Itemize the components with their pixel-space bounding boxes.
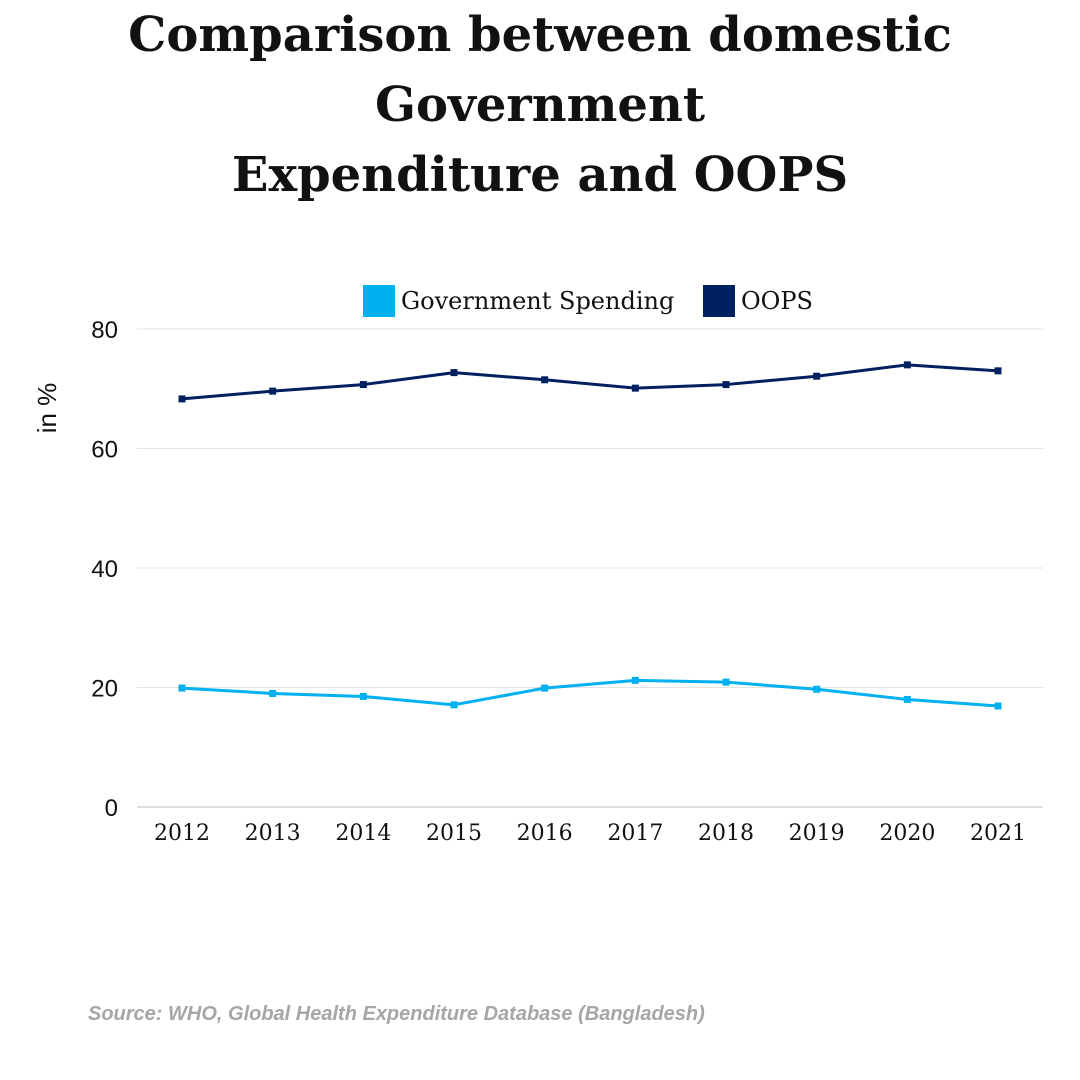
data-point [994,367,1002,375]
gridlines [137,328,1043,808]
data-point [541,684,549,692]
data-point [178,395,186,403]
page-title: Comparison between domestic Government E… [0,0,1080,210]
data-point [541,376,549,384]
data-point [359,381,367,389]
series-line [181,678,999,708]
legend-label: Government Spending [401,287,674,315]
series-oops [178,361,1002,403]
x-tick-label: 2021 [970,821,1026,846]
data-point [450,701,458,709]
legend: Government Spending OOPS [363,285,813,317]
x-axis-ticks: 2012 2013 2014 2015 2016 2017 2018 2019 2020 2021 [154,821,1026,846]
data-point [178,684,186,692]
x-tick-label: 2013 [245,821,301,846]
data-point [903,361,911,369]
data-point [813,685,821,693]
y-tick-label: 20 [91,676,118,703]
data-point [722,678,730,686]
source-note: Source: WHO, Global Health Expenditure D… [88,1003,705,1025]
x-tick-label: 2020 [879,821,935,846]
data-point [269,689,277,697]
data-point [722,381,730,389]
data-point [359,692,367,700]
y-tick-label: 60 [91,437,118,464]
data-point [903,695,911,703]
y-tick-label: 80 [91,317,118,344]
x-tick-label: 2016 [517,821,573,846]
title-line-1: Comparison between domestic Government [128,7,952,133]
x-tick-label: 2017 [607,821,663,846]
data-point [631,676,639,684]
series-government-spending [178,676,1002,710]
data-point [631,384,639,392]
series-group [178,361,1002,710]
data-point [994,702,1002,710]
y-axis-label: in % [32,383,62,434]
legend-label: OOPS [741,287,813,315]
data-point [269,387,277,395]
data-point [813,372,821,380]
data-point [450,369,458,377]
y-tick-label: 40 [91,556,118,583]
x-tick-label: 2014 [335,821,391,846]
y-tick-label: 0 [105,795,118,822]
title-line-2: Expenditure and OOPS [231,147,849,203]
series-line [181,363,999,401]
legend-swatch [703,285,735,317]
x-tick-label: 2012 [154,821,210,846]
x-tick-label: 2019 [789,821,845,846]
legend-swatch [363,285,395,317]
x-tick-label: 2015 [426,821,482,846]
x-tick-label: 2018 [698,821,754,846]
y-axis-ticks: 0 20 40 60 80 [91,317,118,822]
